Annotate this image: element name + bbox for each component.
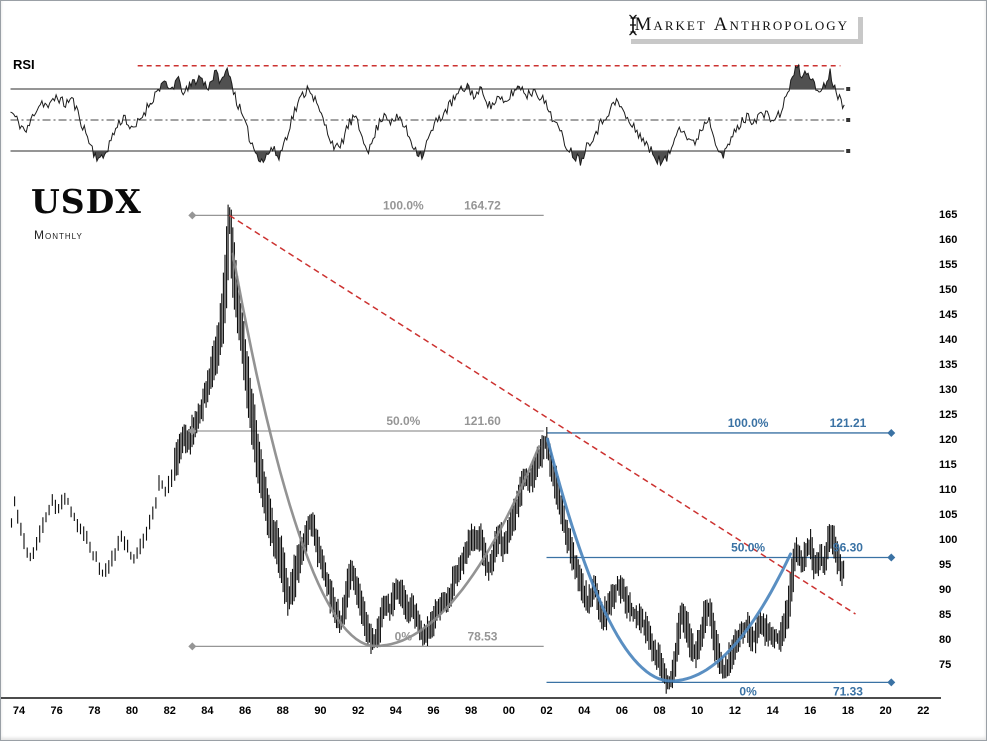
fib-level-value: 78.53 — [467, 629, 497, 643]
y-tick-label: 140 — [939, 334, 957, 346]
fib-level-label: 100.0% — [728, 416, 769, 430]
x-tick-label: 86 — [239, 705, 251, 717]
rsi-band-end-tick — [846, 87, 851, 91]
y-tick-label: 145 — [939, 309, 957, 321]
fib-level-label: 100.0% — [383, 198, 424, 212]
y-tick-label: 90 — [939, 584, 951, 596]
chart-subtitle: Monthly — [34, 228, 83, 242]
x-tick-label: 82 — [164, 705, 176, 717]
brand-second-word: Anthropology — [713, 14, 849, 35]
price-series — [10, 204, 845, 694]
x-tick-label: 22 — [917, 705, 929, 717]
fib-level-label: 0% — [395, 629, 413, 643]
fib-level-value: 121.60 — [464, 414, 501, 428]
y-tick-label: 100 — [939, 534, 957, 546]
fib-level-value: 121.21 — [830, 416, 867, 430]
x-tick-label: 94 — [390, 705, 403, 717]
x-tick-label: 12 — [729, 705, 741, 717]
cup-curve-blue — [546, 437, 792, 683]
y-tick-label: 80 — [939, 634, 951, 646]
x-tick-label: 08 — [653, 705, 665, 717]
rsi-panel-label: RSI — [13, 57, 35, 72]
y-tick-label: 130 — [939, 384, 957, 396]
x-tick-label: 74 — [13, 705, 26, 717]
rsi-overbought-fill — [10, 65, 845, 89]
fib-marker-diamond — [188, 427, 197, 435]
rsi-band-end-tick — [846, 118, 851, 122]
fib-level-label: 50.0% — [386, 414, 420, 428]
x-tick-label: 10 — [691, 705, 703, 717]
fib-level-label: 0% — [739, 684, 757, 698]
x-tick-label: 84 — [201, 705, 214, 717]
brand-header: Market Anthropology — [625, 12, 858, 39]
x-tick-label: 78 — [88, 705, 100, 717]
x-tick-label: 88 — [277, 705, 289, 717]
y-tick-label: 95 — [939, 559, 951, 571]
y-tick-label: 160 — [939, 234, 957, 246]
x-tick-label: 00 — [503, 705, 515, 717]
brand-first-word: Market — [634, 14, 707, 35]
rsi-band-end-tick — [846, 149, 851, 153]
y-tick-label: 150 — [939, 284, 957, 296]
y-tick-label: 125 — [939, 409, 957, 421]
fib-marker-diamond — [188, 642, 197, 651]
x-tick-label: 98 — [465, 705, 477, 717]
x-tick-label: 96 — [427, 705, 439, 717]
x-tick-label: 20 — [880, 705, 892, 717]
x-tick-label: 14 — [766, 705, 779, 717]
x-tick-label: 16 — [804, 705, 816, 717]
fib-level-value: 164.72 — [464, 198, 501, 212]
y-tick-label: 115 — [939, 459, 957, 471]
x-tick-label: 92 — [352, 705, 364, 717]
y-tick-label: 120 — [939, 434, 957, 446]
dna-icon — [628, 14, 637, 36]
price-chart: 100.0% 164.72 50.0% 121.60 0% 78.53 100.0% 121.… — [1, 198, 957, 717]
x-tick-label: 06 — [616, 705, 628, 717]
y-tick-label: 85 — [939, 609, 951, 621]
rsi-oversold-fill — [10, 151, 845, 166]
chart-title: USDX — [31, 182, 142, 221]
y-tick-label: 165 — [939, 209, 957, 221]
x-tick-label: 90 — [314, 705, 326, 717]
rsi-chart — [10, 63, 851, 167]
fib-marker-diamond — [887, 428, 896, 437]
fib-level-value: 71.33 — [833, 684, 863, 698]
y-tick-label: 105 — [939, 509, 957, 521]
y-tick-label: 135 — [939, 359, 957, 371]
x-tick-label: 02 — [540, 705, 552, 717]
fib-marker-diamond — [887, 553, 896, 562]
fib-marker-diamond — [887, 678, 896, 687]
fib-marker-diamond — [188, 211, 197, 220]
y-tick-label: 110 — [939, 484, 957, 496]
x-tick-label: 04 — [578, 705, 591, 717]
resistance-trendline — [229, 214, 856, 615]
fib-level-label: 50.0% — [731, 541, 765, 555]
x-tick-label: 80 — [126, 705, 138, 717]
fib-level-value: 96.30 — [833, 541, 863, 555]
x-tick-label: 76 — [51, 705, 63, 717]
rsi-series — [10, 63, 845, 167]
y-tick-label: 75 — [939, 659, 951, 671]
x-tick-label: 18 — [842, 705, 854, 717]
y-tick-label: 155 — [939, 259, 957, 271]
cup-curve-gray — [231, 252, 541, 648]
